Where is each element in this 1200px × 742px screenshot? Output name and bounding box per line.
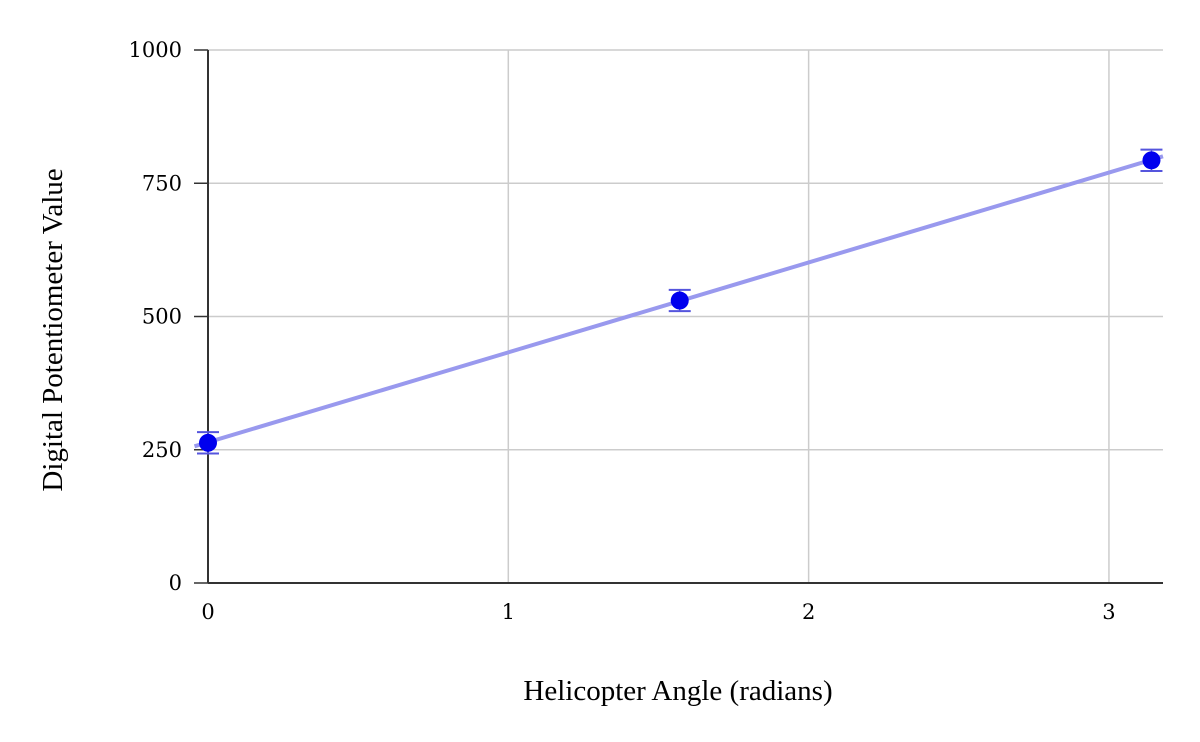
y-tick-label: 0 (169, 571, 182, 595)
data-point (1142, 151, 1161, 170)
x-tick-label: 2 (802, 600, 815, 624)
x-axis-title: Helicopter Angle (radians) (523, 675, 832, 707)
data-points (199, 151, 1161, 452)
y-tick-label: 750 (142, 171, 182, 195)
data-point (199, 433, 217, 452)
x-tick-label: 0 (201, 600, 214, 624)
x-tick-label: 1 (502, 600, 515, 624)
data-point (670, 291, 689, 310)
y-tick-labels: 0 250 500 750 1000 (129, 38, 182, 595)
y-axis-title: Digital Potentiometer Value (37, 168, 69, 491)
grid-lines (194, 49, 1163, 584)
x-tick-label: 3 (1102, 600, 1115, 624)
y-tick-label: 1000 (129, 38, 182, 62)
axes (207, 50, 1163, 584)
y-tick-label: 250 (142, 438, 182, 462)
y-tick-label: 500 (142, 305, 182, 329)
x-tick-labels: 0 1 2 3 (201, 600, 1115, 624)
